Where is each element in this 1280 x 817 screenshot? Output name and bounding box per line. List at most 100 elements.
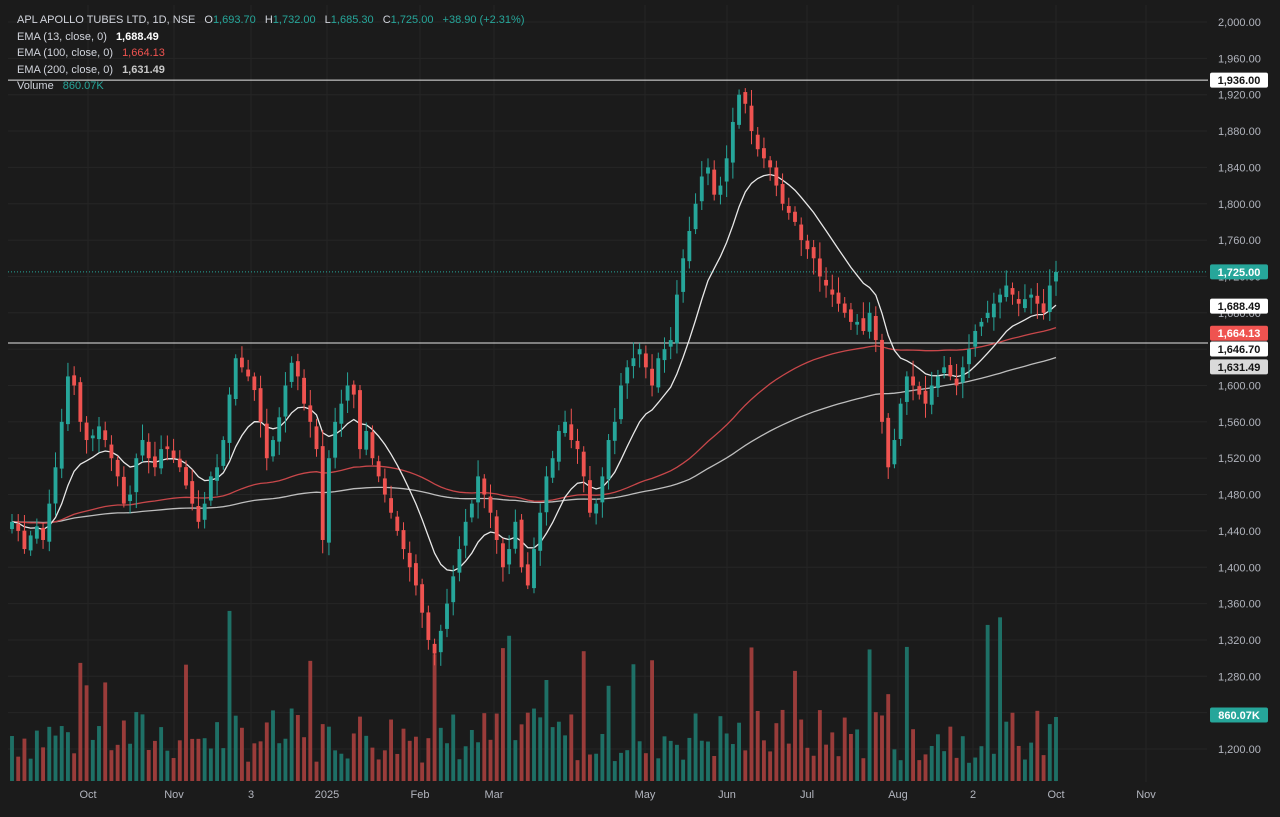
candle-body xyxy=(370,432,375,459)
tag-level-high: 1,936.00 xyxy=(1218,75,1261,87)
tag-volume-bg xyxy=(1210,707,1268,723)
candle-body xyxy=(53,467,58,504)
volume-bar xyxy=(469,729,474,781)
candle-body xyxy=(656,358,661,388)
volume-bar xyxy=(28,758,33,781)
volume-bar xyxy=(786,743,791,781)
candle-body xyxy=(631,358,636,367)
price-tick-label: 2,000.00 xyxy=(1218,17,1261,29)
candle-body xyxy=(445,603,449,629)
volume-bar xyxy=(72,753,77,781)
candle-body xyxy=(115,459,120,477)
volume-bar xyxy=(743,750,748,781)
volume-bar xyxy=(426,738,431,781)
candle-body xyxy=(22,530,27,550)
volume-bar xyxy=(140,714,145,781)
price-tick-label: 1,440.00 xyxy=(1218,526,1261,538)
candle-body xyxy=(762,148,766,159)
volume-bar xyxy=(277,743,282,781)
candle-body xyxy=(681,258,686,292)
volume-bar xyxy=(202,738,207,781)
candle-body xyxy=(954,378,959,386)
candle-body xyxy=(320,446,325,540)
volume-bar xyxy=(327,726,331,781)
volume-bar xyxy=(830,732,835,781)
time-axis[interactable]: Oct Nov 3 2025 Feb Mar May Jun Jul Aug 2 Oct Nov xyxy=(79,789,1156,801)
volume-bar xyxy=(494,713,499,781)
candle-body xyxy=(438,630,443,653)
candle-body xyxy=(675,294,679,344)
plot-background xyxy=(8,5,1207,782)
candle-body xyxy=(855,321,860,325)
volume-bar xyxy=(588,754,592,781)
price-axis[interactable]: 2,000.00 1,960.00 1,920.00 1,880.00 1,840.00… xyxy=(1208,0,1280,782)
time-tick-label: May xyxy=(635,789,656,801)
volume-bar xyxy=(904,646,909,781)
horizontal-lines[interactable] xyxy=(8,79,1208,344)
candle-body xyxy=(134,458,139,493)
candle-body xyxy=(525,564,530,586)
price-tick-label: 1,360.00 xyxy=(1218,599,1261,611)
candle-body xyxy=(768,160,773,168)
volume-bar xyxy=(457,759,462,781)
candle-body xyxy=(190,481,195,504)
volume-bar xyxy=(146,750,151,781)
volume-bar xyxy=(706,741,710,781)
candle-body xyxy=(376,461,381,477)
candle-body xyxy=(103,430,108,441)
volume-bar xyxy=(898,760,903,781)
candle-body xyxy=(867,312,872,332)
candle-body xyxy=(575,440,580,450)
candle-body xyxy=(569,424,574,441)
candle-body xyxy=(457,549,462,573)
volume-bar xyxy=(314,761,319,781)
candle-body xyxy=(991,303,996,318)
volume-bar xyxy=(246,761,251,781)
volume-bar xyxy=(295,715,300,781)
volume-bar xyxy=(737,722,741,781)
candle-body xyxy=(1004,285,1009,298)
candle-body xyxy=(202,503,207,520)
candle-body xyxy=(482,478,487,495)
volume-bar xyxy=(563,735,567,781)
volume-bar xyxy=(34,730,39,781)
volume-bar xyxy=(948,726,953,781)
price-tick-label: 1,880.00 xyxy=(1218,126,1261,138)
candle-body xyxy=(308,405,313,422)
volume-bar xyxy=(364,735,369,781)
volume-bar xyxy=(581,651,586,781)
volume-bar xyxy=(420,762,425,781)
volume-bar xyxy=(103,682,108,781)
volume-bar xyxy=(221,748,226,781)
time-tick-label: Mar xyxy=(485,789,504,801)
volume-bar xyxy=(53,735,58,781)
candle-body xyxy=(780,183,785,204)
volume-bar xyxy=(171,758,176,781)
candle-body xyxy=(556,430,561,462)
volume-bar xyxy=(382,750,387,781)
volume-bar xyxy=(880,715,884,781)
volume-bar xyxy=(240,727,244,781)
volume-bar xyxy=(488,739,493,781)
candle-body xyxy=(880,339,884,422)
tag-ema100-bg xyxy=(1210,325,1268,341)
volume-bar xyxy=(432,654,437,781)
volume-bar xyxy=(960,736,965,781)
volume-bar xyxy=(445,743,449,781)
volume-bar xyxy=(438,727,443,781)
candle-body xyxy=(494,516,499,540)
candle-body xyxy=(339,403,344,424)
time-tick-label: Nov xyxy=(164,789,184,801)
tag-ema200: 1,631.49 xyxy=(1218,362,1261,374)
tag-level-low-bg xyxy=(1210,341,1268,357)
volume-bar xyxy=(395,753,400,781)
candle-body xyxy=(811,247,816,259)
volume-bar xyxy=(749,647,754,781)
candle-body xyxy=(345,385,350,401)
candle-body xyxy=(650,368,654,386)
volume-bar xyxy=(824,744,828,781)
volume-bar xyxy=(376,759,381,781)
candle-body xyxy=(606,440,611,480)
